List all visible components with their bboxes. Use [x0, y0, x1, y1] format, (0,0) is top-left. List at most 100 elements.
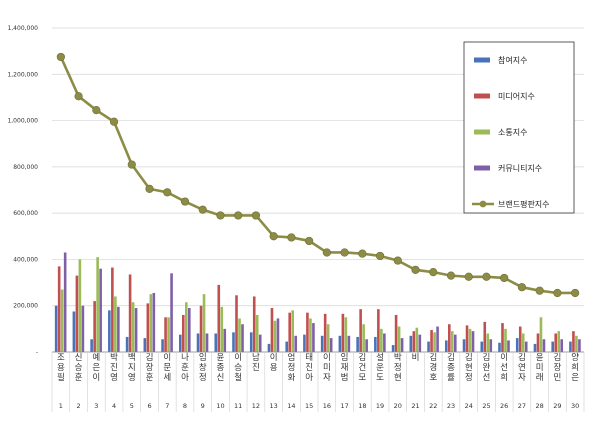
- x-index-label: 12: [252, 402, 260, 410]
- bar-3: [96, 257, 99, 352]
- bar-2: [377, 309, 380, 352]
- brand-index-point: [464, 272, 473, 281]
- bar-2: [518, 326, 522, 352]
- y-tick-label: 400,000: [13, 256, 38, 263]
- legend-swatch: [474, 129, 490, 135]
- legend-entry: 커뮤니티지수: [498, 163, 542, 173]
- bar-2: [430, 330, 433, 352]
- bar-2: [536, 333, 540, 352]
- bar-3: [344, 317, 348, 352]
- brand-index-point: [269, 232, 278, 241]
- brand-index-point: [517, 283, 527, 292]
- bar-4: [471, 331, 475, 352]
- bar-4: [276, 318, 280, 352]
- bar-4: [63, 252, 67, 352]
- bar-1: [179, 334, 182, 352]
- brand-index-point: [180, 197, 190, 206]
- bar-4: [383, 333, 386, 352]
- bar-4: [400, 338, 404, 352]
- x-index-label: 18: [358, 402, 366, 410]
- bar-2: [359, 309, 362, 352]
- brand-index-point: [411, 265, 420, 274]
- x-index-label: 29: [553, 402, 561, 410]
- bar-3: [397, 326, 401, 352]
- bar-2: [217, 284, 221, 352]
- bar-1: [533, 343, 537, 352]
- bar-2: [93, 301, 96, 352]
- bar-4: [223, 328, 227, 352]
- bar-2: [501, 323, 504, 352]
- bar-4: [560, 339, 563, 352]
- brand-index-point: [482, 272, 491, 281]
- brand-index-point: [251, 211, 261, 220]
- legend-entry: 미디어지수: [498, 91, 535, 101]
- bar-3: [575, 335, 578, 352]
- bar-3: [238, 318, 241, 352]
- bar-4: [134, 308, 138, 352]
- x-index-label: 1: [59, 402, 63, 410]
- x-index-label: 3: [94, 402, 98, 410]
- x-index-label: 22: [429, 402, 437, 410]
- brand-index-point: [163, 188, 172, 197]
- legend-entry: 소통지수: [498, 128, 527, 137]
- x-index-label: 28: [536, 402, 544, 410]
- brand-index-point: [216, 211, 225, 220]
- bar-3: [362, 324, 365, 352]
- bar-4: [542, 339, 546, 352]
- y-tick-label: -: [36, 349, 38, 356]
- brand-index-point: [446, 271, 456, 280]
- bar-3: [451, 331, 454, 352]
- bar-3: [326, 324, 330, 352]
- bar-3: [255, 314, 259, 352]
- bar-4: [578, 339, 581, 352]
- bar-2: [164, 317, 167, 352]
- brand-index-point: [234, 211, 243, 220]
- brand-index-point: [305, 236, 314, 246]
- x-index-label: 6: [147, 402, 151, 410]
- x-index-label: 24: [465, 402, 473, 410]
- bar-1: [161, 339, 164, 352]
- x-index-label: 4: [112, 402, 116, 410]
- bar-3: [468, 328, 472, 352]
- bar-2: [394, 314, 398, 352]
- bar-2: [235, 295, 238, 352]
- bar-3: [273, 320, 277, 352]
- bar-4: [454, 334, 457, 352]
- bar-1: [125, 336, 129, 352]
- bar-1: [90, 339, 93, 352]
- bar-1: [551, 341, 554, 352]
- x-index-label: 9: [201, 402, 205, 410]
- bar-1: [462, 339, 466, 352]
- bar-2: [412, 331, 416, 352]
- bar-1: [338, 335, 342, 352]
- bar-2: [448, 324, 451, 352]
- bar-2: [572, 331, 575, 352]
- brand-index-point: [74, 92, 83, 101]
- bar-2: [252, 296, 256, 352]
- bar-4: [294, 335, 297, 352]
- x-index-label: 21: [411, 402, 419, 410]
- bar-4: [365, 339, 368, 352]
- x-index-label: 26: [500, 402, 508, 410]
- x-index-label: 7: [165, 402, 169, 410]
- bar-1: [320, 335, 324, 352]
- bar-1: [72, 311, 76, 352]
- bar-3: [202, 294, 206, 352]
- bar-2: [75, 275, 79, 352]
- bar-2: [465, 325, 469, 352]
- brand-index-point: [429, 268, 438, 277]
- bar-4: [258, 334, 262, 352]
- x-index-label: 30: [571, 402, 579, 410]
- bar-4: [418, 334, 422, 352]
- legend-box: [463, 41, 575, 214]
